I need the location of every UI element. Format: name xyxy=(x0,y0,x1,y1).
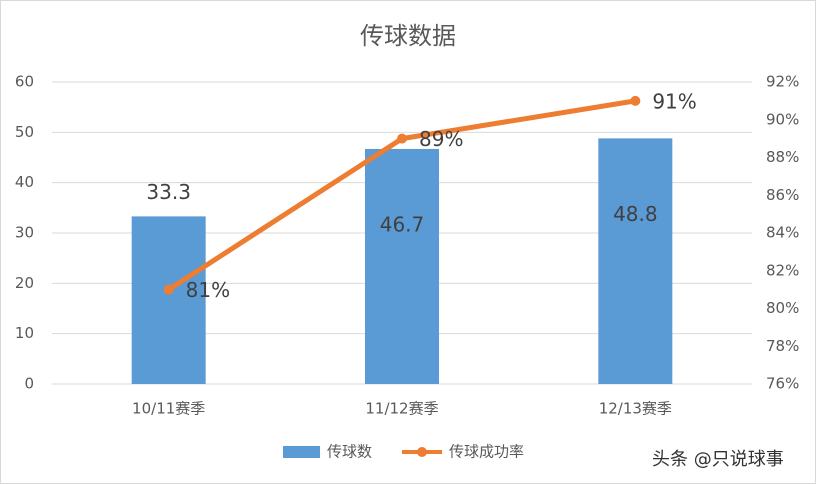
y-tick-label: 60 xyxy=(15,73,34,91)
y2-tick-label: 76% xyxy=(766,375,799,393)
x-tick-label: 10/11赛季 xyxy=(132,400,205,418)
legend-marker xyxy=(417,447,427,457)
y2-tick-label: 82% xyxy=(766,261,799,279)
legend-label: 传球数 xyxy=(327,443,372,461)
line-value-label: 81% xyxy=(186,278,230,302)
chart-title: 传球数据 xyxy=(360,22,456,50)
y-tick-label: 10 xyxy=(15,324,34,342)
x-tick-label: 11/12赛季 xyxy=(365,400,438,418)
y2-tick-label: 92% xyxy=(766,73,799,91)
y-tick-label: 30 xyxy=(15,224,34,242)
legend-swatch xyxy=(283,446,320,458)
x-tick-label: 12/13赛季 xyxy=(599,400,672,418)
bar xyxy=(598,138,673,384)
y2-tick-label: 86% xyxy=(766,186,799,204)
y-tick-label: 50 xyxy=(15,123,34,141)
line-value-label: 91% xyxy=(652,89,696,113)
line-marker xyxy=(163,284,174,295)
line-value-label: 89% xyxy=(419,127,463,151)
y2-tick-label: 90% xyxy=(766,110,799,128)
y2-tick-label: 84% xyxy=(766,224,799,242)
bar xyxy=(131,216,206,384)
bar-value-label: 33.3 xyxy=(146,180,191,204)
y2-tick-label: 88% xyxy=(766,148,799,166)
y-tick-label: 0 xyxy=(24,375,34,393)
y2-tick-label: 78% xyxy=(766,337,799,355)
bar-value-label: 46.7 xyxy=(380,212,425,236)
line-marker xyxy=(630,95,641,106)
line-marker xyxy=(397,133,407,144)
legend-label: 传球成功率 xyxy=(449,443,524,461)
watermark: 头条 @只说球事 xyxy=(652,449,784,470)
bar-value-label: 48.8 xyxy=(613,202,658,226)
y-tick-label: 40 xyxy=(15,173,34,191)
y2-tick-label: 80% xyxy=(766,299,799,317)
y-tick-label: 20 xyxy=(15,274,34,292)
bar xyxy=(365,148,439,384)
